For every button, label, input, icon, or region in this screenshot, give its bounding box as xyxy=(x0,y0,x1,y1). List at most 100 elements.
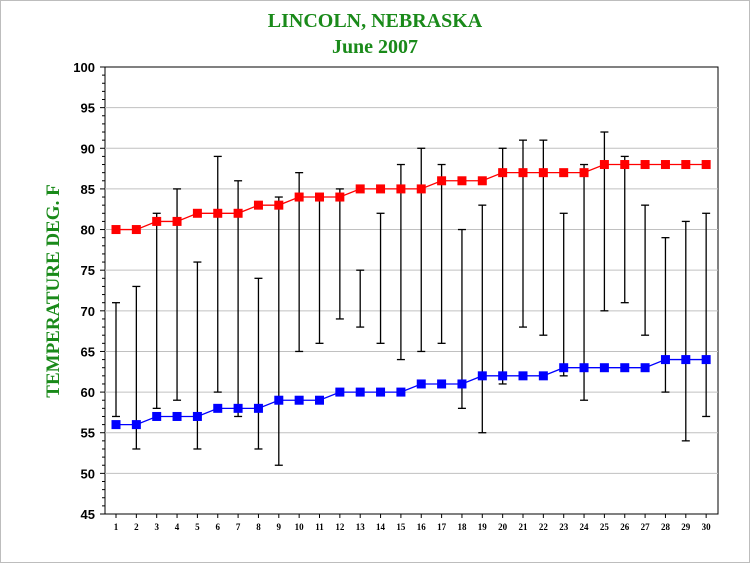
high-series-point xyxy=(355,184,365,194)
y-tick-label: 45 xyxy=(81,507,95,522)
high-series-point xyxy=(396,184,406,194)
low-series-point xyxy=(152,411,162,421)
x-tick-label: 10 xyxy=(295,522,305,532)
y-tick-label: 100 xyxy=(73,60,95,75)
y-tick-label: 60 xyxy=(81,385,95,400)
low-series-point xyxy=(437,379,447,389)
high-series-point xyxy=(315,192,324,202)
low-series-point xyxy=(294,395,304,405)
low-series-point xyxy=(640,363,650,373)
x-tick-label: 16 xyxy=(417,522,427,532)
low-series-point xyxy=(274,395,284,405)
x-tick-label: 7 xyxy=(236,522,241,532)
x-tick-label: 19 xyxy=(478,522,488,532)
x-tick-label: 14 xyxy=(376,522,386,532)
high-series-point xyxy=(111,225,121,235)
x-tick-label: 5 xyxy=(195,522,200,532)
high-series-point xyxy=(477,176,487,186)
low-series-point xyxy=(559,363,569,373)
high-series-point xyxy=(172,216,182,226)
low-series-point xyxy=(620,363,630,373)
high-series-point xyxy=(233,208,243,218)
y-tick-label: 95 xyxy=(81,101,95,116)
low-series-point xyxy=(599,363,609,373)
high-series-point xyxy=(640,160,650,170)
low-series-point xyxy=(498,371,508,381)
chart-subtitle: June 2007 xyxy=(331,36,419,58)
high-series-point xyxy=(681,160,691,170)
low-series-point xyxy=(701,355,711,365)
x-tick-label: 20 xyxy=(498,522,508,532)
low-series-point xyxy=(355,387,365,397)
low-series-point xyxy=(579,363,589,373)
x-tick-label: 28 xyxy=(661,522,671,532)
high-series-point xyxy=(253,200,263,210)
high-series-point xyxy=(620,160,630,170)
y-tick-label: 90 xyxy=(81,141,95,156)
x-tick-label: 6 xyxy=(216,522,221,532)
x-tick-label: 22 xyxy=(539,522,549,532)
low-series-point xyxy=(213,403,223,413)
high-series-point xyxy=(335,192,345,202)
low-series-point xyxy=(396,387,406,397)
x-tick-label: 24 xyxy=(580,522,590,532)
x-tick-label: 29 xyxy=(681,522,691,532)
high-series-point xyxy=(701,160,711,170)
x-tick-label: 2 xyxy=(134,522,139,532)
low-series-point xyxy=(253,403,263,413)
y-tick-label: 70 xyxy=(81,304,95,319)
low-series-point xyxy=(192,411,202,421)
y-tick-label: 50 xyxy=(81,466,95,481)
x-tick-label: 4 xyxy=(175,522,180,532)
low-series-point xyxy=(131,420,141,430)
high-series-point xyxy=(192,208,202,218)
high-series-point xyxy=(213,208,223,218)
x-tick-label: 11 xyxy=(315,522,324,532)
chart-title: LINCOLN, NEBRASKA xyxy=(267,10,483,32)
x-tick-label: 9 xyxy=(277,522,282,532)
high-series-point xyxy=(416,184,426,194)
x-tick-label: 18 xyxy=(457,522,467,532)
y-tick-label: 75 xyxy=(81,263,95,278)
x-tick-label: 27 xyxy=(641,522,651,532)
low-series-point xyxy=(111,420,121,430)
x-tick-label: 26 xyxy=(620,522,630,532)
low-series-point xyxy=(660,355,670,365)
x-tick-label: 23 xyxy=(559,522,569,532)
y-tick-label: 65 xyxy=(81,344,95,359)
x-tick-label: 1 xyxy=(114,522,119,532)
chart-title-block: LINCOLN, NEBRASKA June 2007 xyxy=(0,8,750,60)
y-tick-label: 55 xyxy=(81,426,95,441)
x-tick-label: 21 xyxy=(519,522,529,532)
y-tick-label: 85 xyxy=(81,182,95,197)
high-series-point xyxy=(660,160,670,170)
high-series-point xyxy=(376,184,386,194)
y-tick-label: 80 xyxy=(81,223,95,238)
high-series-point xyxy=(579,168,589,178)
low-series-point xyxy=(416,379,426,389)
x-tick-label: 12 xyxy=(335,522,345,532)
x-tick-label: 15 xyxy=(396,522,406,532)
high-series-point xyxy=(437,176,447,186)
high-series-point xyxy=(294,192,304,202)
x-tick-label: 8 xyxy=(256,522,261,532)
low-series-point xyxy=(335,387,345,397)
high-series-point xyxy=(152,216,162,226)
low-series-point xyxy=(477,371,487,381)
low-series-point xyxy=(518,371,528,381)
low-series-point xyxy=(376,387,386,397)
high-series-point xyxy=(518,168,528,178)
low-series-point xyxy=(538,371,548,381)
x-tick-label: 17 xyxy=(437,522,447,532)
low-series-point xyxy=(681,355,691,365)
high-series-point xyxy=(131,225,141,235)
high-series-point xyxy=(559,168,569,178)
high-series-point xyxy=(457,176,467,186)
high-series-point xyxy=(498,168,508,178)
plot-area xyxy=(104,66,719,515)
x-tick-label: 13 xyxy=(356,522,366,532)
x-tick-label: 3 xyxy=(154,522,159,532)
high-series-point xyxy=(599,160,609,170)
low-series-point xyxy=(457,379,467,389)
